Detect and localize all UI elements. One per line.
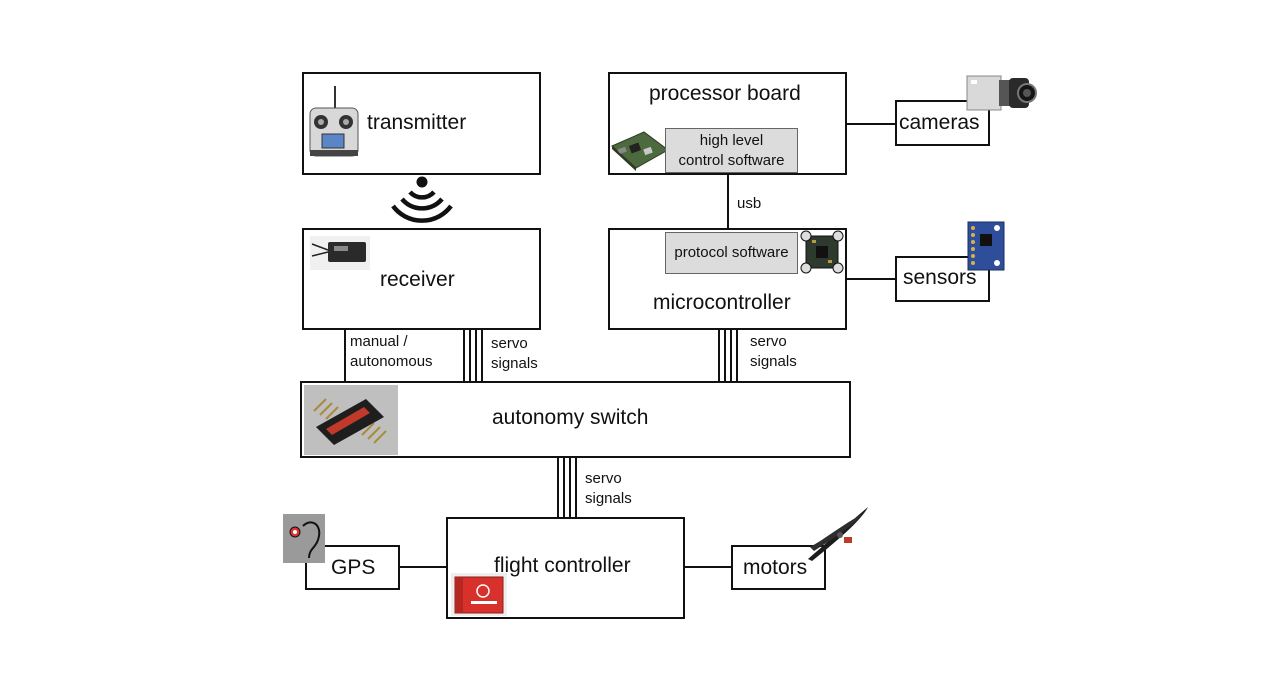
servo-left-line1: servo bbox=[491, 335, 528, 352]
sensors-label: sensors bbox=[903, 266, 977, 289]
gps-label: GPS bbox=[331, 556, 376, 579]
rc-receiver-icon bbox=[310, 236, 370, 270]
servo-signals-left-label: servo signals bbox=[491, 334, 538, 374]
manual-line2: autonomous bbox=[350, 353, 433, 370]
protocol-software-label: protocol software bbox=[674, 244, 789, 261]
servo-signals-right-label: servo signals bbox=[750, 332, 797, 372]
servo-bottom-line2: signals bbox=[585, 490, 632, 507]
usb-label: usb bbox=[737, 195, 762, 212]
cameras-label: cameras bbox=[899, 111, 980, 134]
flight-controller-icon bbox=[451, 573, 507, 616]
high-level-software-line2: control software bbox=[678, 152, 785, 169]
cameras-block bbox=[895, 100, 990, 146]
propeller-icon bbox=[808, 507, 868, 561]
motors-label: motors bbox=[743, 556, 808, 579]
protocol-software-box: protocol software bbox=[665, 232, 798, 274]
sensor-board-icon bbox=[967, 221, 1005, 271]
microcontroller-label: microcontroller bbox=[653, 291, 791, 314]
camera-icon bbox=[966, 75, 1037, 111]
manual-line1: manual / bbox=[350, 333, 408, 350]
transmitter-label: transmitter bbox=[367, 111, 467, 134]
servo-signals-bottom-label: servo signals bbox=[585, 469, 632, 509]
servo-bottom-line1: servo bbox=[585, 470, 622, 487]
processor-board-icon bbox=[611, 131, 669, 171]
transmitter-block bbox=[302, 72, 541, 175]
flight-controller-label: flight controller bbox=[494, 554, 631, 577]
high-level-software-line1: high level bbox=[699, 132, 764, 149]
receiver-label: receiver bbox=[380, 268, 455, 291]
receiver-block bbox=[302, 228, 541, 330]
autonomy-switch-icon bbox=[304, 385, 398, 455]
microcontroller-board-icon bbox=[800, 230, 844, 274]
servo-right-line2: signals bbox=[750, 353, 797, 370]
gps-antenna-icon bbox=[283, 514, 325, 563]
servo-right-line1: servo bbox=[750, 333, 787, 350]
autonomy-switch-label: autonomy switch bbox=[492, 406, 649, 429]
wireless-signal-icon bbox=[391, 176, 453, 223]
servo-left-line2: signals bbox=[491, 355, 538, 372]
rc-transmitter-icon bbox=[309, 86, 359, 157]
processor-board-label: processor board bbox=[649, 82, 801, 105]
high-level-software-box: high level control software bbox=[665, 128, 798, 173]
manual-autonomous-label: manual / autonomous bbox=[350, 332, 433, 372]
motors-block bbox=[731, 545, 826, 590]
